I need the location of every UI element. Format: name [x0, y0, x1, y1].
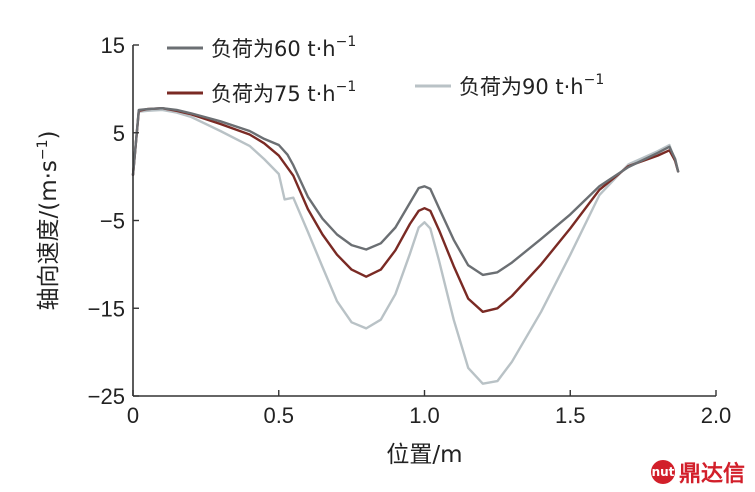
series-line: [131, 107, 680, 277]
y-axis-title-main: 轴向速度/(m·s: [36, 160, 62, 310]
ticks-layer: 0 0.5 1.0 1.5 2.0 15 5 −5 −15 −25: [88, 33, 732, 428]
x-tick-label: 1.5: [555, 403, 586, 428]
x-tick-label: 1.0: [409, 403, 440, 428]
y-axis-title-close: ): [36, 130, 62, 139]
watermark: nut 鼎达信: [650, 456, 745, 488]
y-tick-label: −5: [100, 209, 125, 234]
x-tick-label: 0: [127, 403, 139, 428]
y-tick-label: −25: [88, 384, 125, 409]
y-axis-title-sup: −1: [35, 139, 51, 160]
nut-logo-icon: nut: [650, 460, 675, 484]
x-tick-label: 0.5: [263, 403, 294, 428]
y-tick-label: 5: [113, 121, 125, 146]
y-tick-label: −15: [88, 296, 125, 321]
series-line: [131, 108, 680, 385]
x-axis-title: 位置/m: [386, 442, 462, 468]
watermark-text: 鼎达信: [678, 462, 745, 487]
x-tick-label: 2.0: [701, 403, 732, 428]
y-tick-label: 15: [101, 33, 125, 58]
y-axis-title: 轴向速度/(m·s−1): [35, 130, 62, 310]
series-line: [131, 107, 680, 313]
legend-label: 负荷为75 t·h−1: [211, 79, 356, 106]
legend: 负荷为60 t·h−1 负荷为75 t·h−1 负荷为90 t·h−1: [167, 34, 604, 106]
y-axis-title-group: 轴向速度/(m·s−1): [35, 130, 62, 310]
series-layer: [131, 107, 680, 385]
legend-label: 负荷为60 t·h−1: [211, 34, 356, 61]
legend-label: 负荷为90 t·h−1: [459, 72, 604, 99]
